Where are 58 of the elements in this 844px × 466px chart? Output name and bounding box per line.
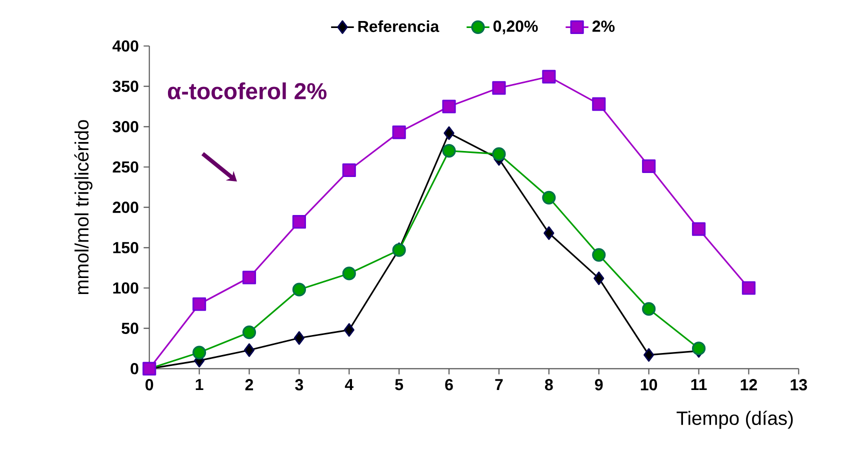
point [544,226,554,240]
x-tick-label: 0 [146,379,154,390]
y-tick-label: 200 [112,202,138,213]
point [294,331,304,345]
y-tick-label: 0 [130,362,138,374]
point [692,222,706,236]
x-tick-label: 11 [691,379,707,390]
legend-label: Referencia [358,20,440,32]
point [492,147,506,161]
x-tick-label: 7 [495,379,503,390]
x-tick-label: 3 [295,379,304,390]
y-tick-label: 350 [112,80,138,92]
x-tick-label: 6 [445,379,453,390]
legend-label: 2% [592,20,615,32]
legend-label: 0,20% [493,20,538,34]
x-tick-label: 5 [395,379,404,390]
y-axis-title: mmol/mol triglicérido [74,120,92,294]
point [344,323,354,337]
point [442,144,456,158]
y-tick-label: 100 [113,282,138,294]
point [642,302,656,316]
point [192,346,206,360]
x-tick-label: 8 [544,379,553,390]
point [242,326,256,340]
point [242,270,256,284]
point [592,248,606,262]
point [692,342,706,356]
point [442,100,456,114]
y-tick-label: 50 [122,322,138,334]
point [292,282,306,296]
y-tick-label: 300 [112,120,138,132]
annotation: α-tocoferol 2% [168,82,327,100]
x-tick-label: 9 [594,379,603,390]
x-axis-title: Tiempo (días) [676,410,793,429]
point [542,190,556,204]
point [444,126,454,140]
y-tick-label: 150 [113,242,138,254]
point [644,348,654,362]
point [342,163,356,178]
y-tick-label: 250 [112,161,138,173]
x-tick-label: 13 [790,379,807,390]
x-tick-label: 10 [640,379,658,390]
point [592,97,606,111]
point [192,297,206,311]
point [342,266,356,280]
x-tick-label: 12 [740,379,757,390]
x-tick-label: 4 [344,379,354,390]
point [742,281,756,295]
point [292,215,306,229]
point [492,81,506,95]
y-tick-label: 400 [112,40,138,52]
point [392,126,406,140]
point [244,343,255,357]
point [642,159,656,173]
x-tick-label: 2 [245,379,254,390]
point [594,272,604,286]
x-tick-label: 1 [196,379,204,390]
point [542,70,556,84]
